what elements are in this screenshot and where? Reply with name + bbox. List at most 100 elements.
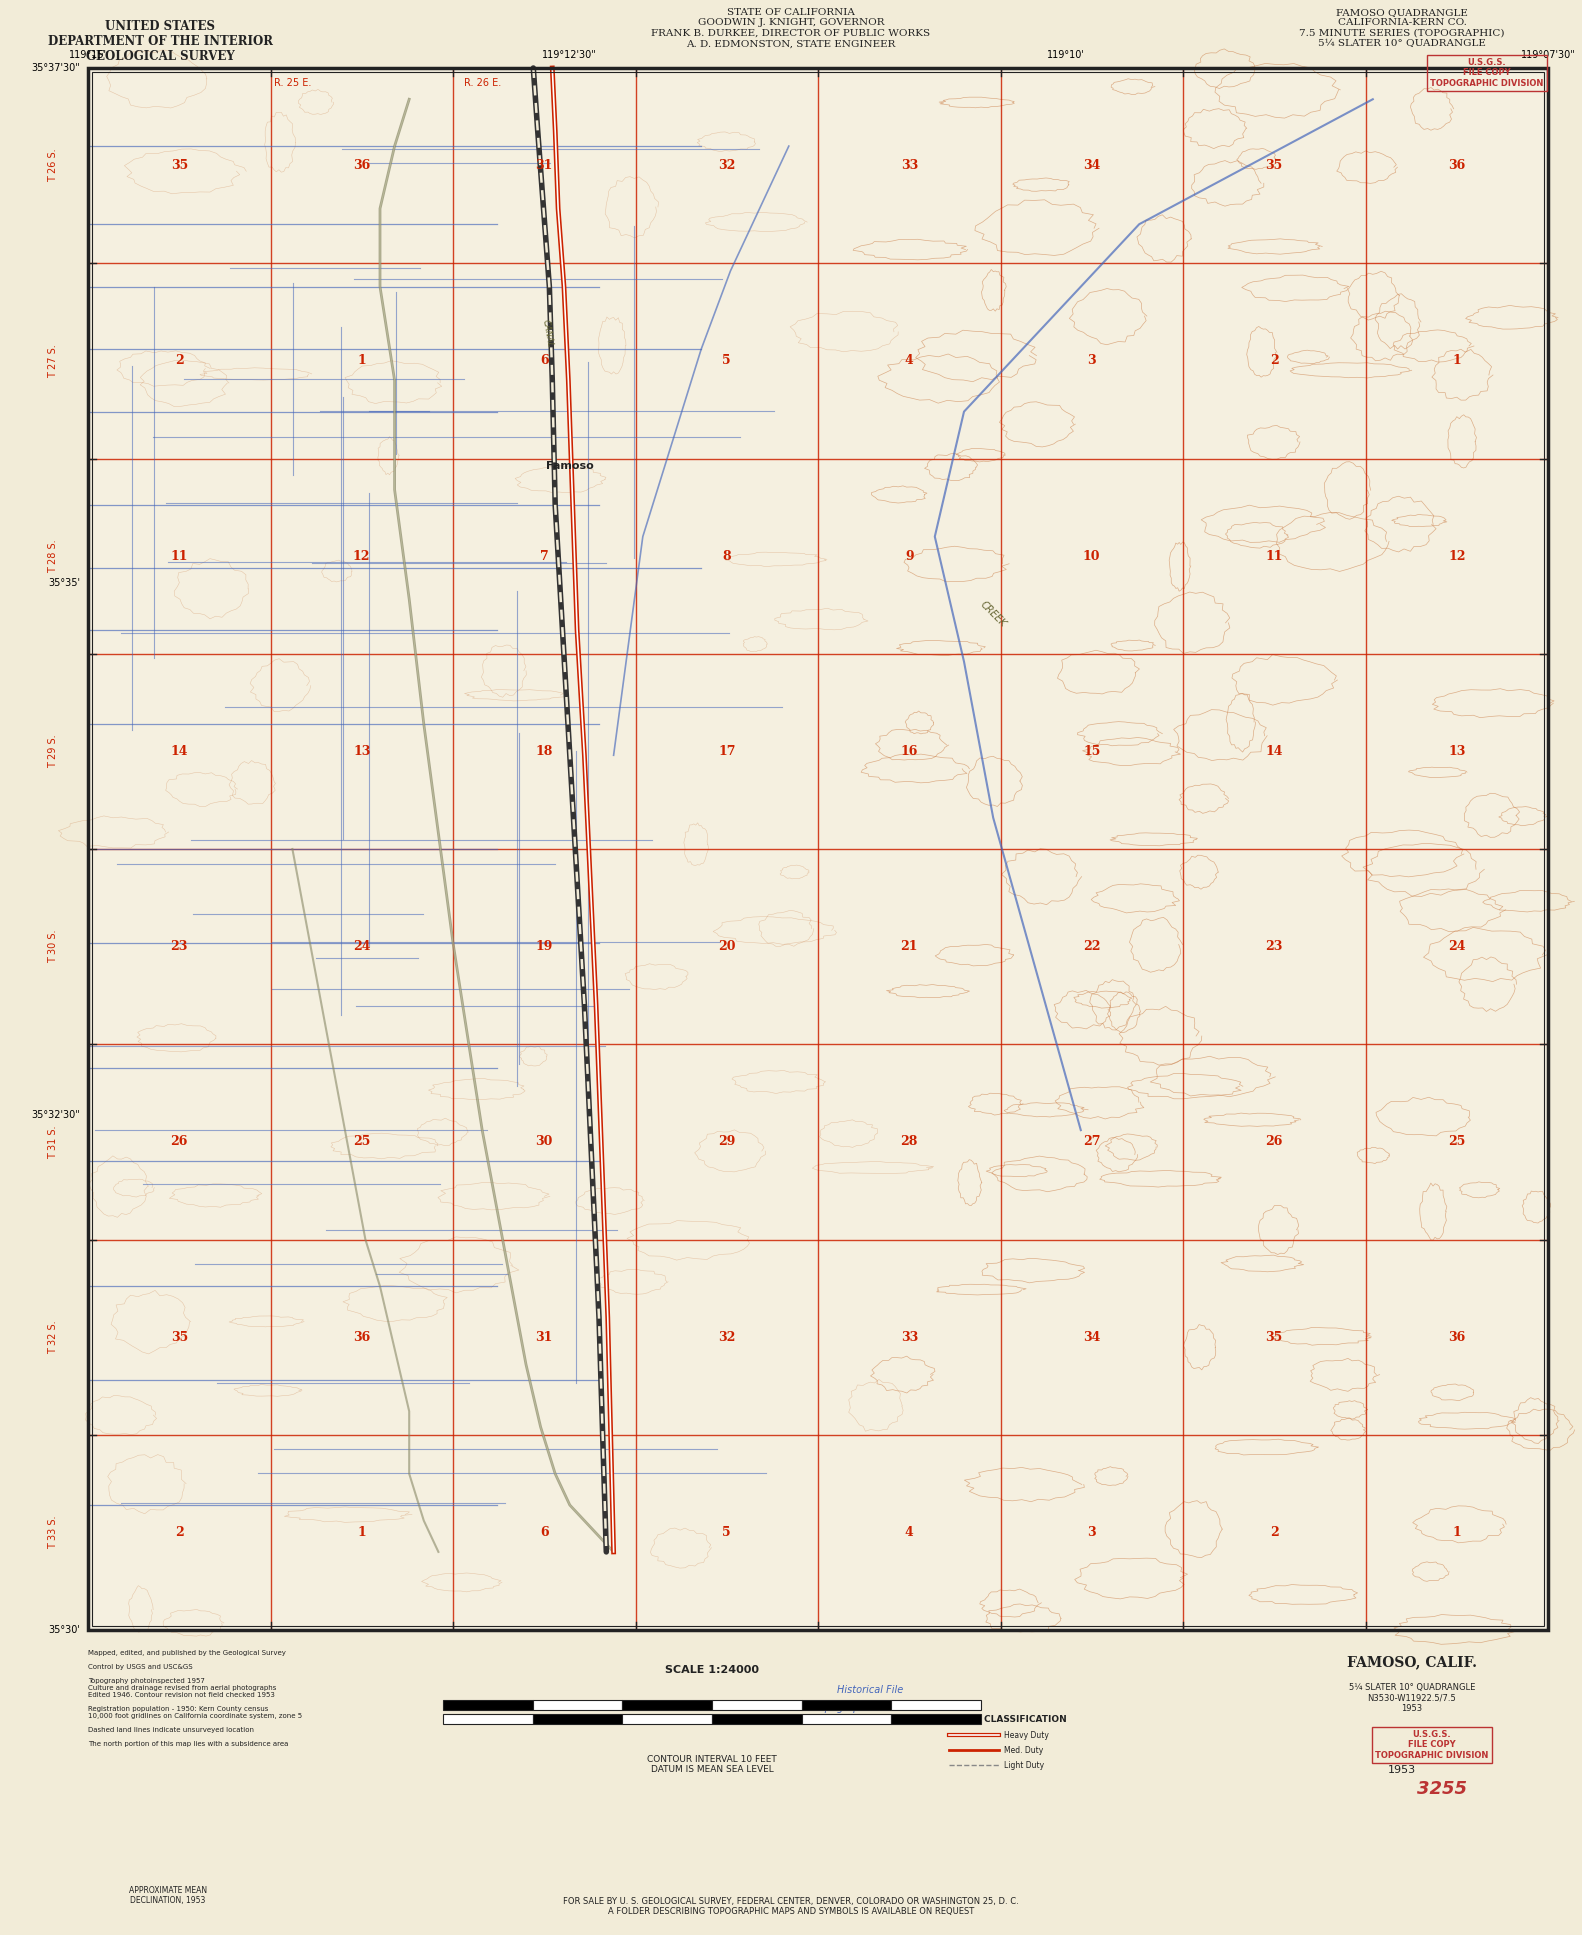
Text: T 31 S.: T 31 S.	[47, 1124, 59, 1159]
Text: 2: 2	[176, 1527, 184, 1538]
Text: APPROXIMATE MEAN
DECLINATION, 1953: APPROXIMATE MEAN DECLINATION, 1953	[130, 1885, 207, 1904]
Text: 24: 24	[1448, 940, 1465, 954]
Text: 25: 25	[1448, 1136, 1465, 1147]
Text: 12: 12	[353, 550, 370, 563]
Text: 35°32'30": 35°32'30"	[32, 1109, 81, 1120]
Text: 22: 22	[1084, 940, 1101, 954]
Text: 32: 32	[718, 1331, 736, 1343]
Bar	[533, 1714, 622, 1724]
Text: U.S.G.S.
FILE COPY
TOPOGRAPHIC DIVISION: U.S.G.S. FILE COPY TOPOGRAPHIC DIVISION	[1375, 1730, 1489, 1759]
Text: 119°10': 119°10'	[1047, 50, 1085, 60]
Text: 5: 5	[723, 354, 731, 368]
Text: Famoso: Famoso	[546, 461, 593, 472]
Text: 14: 14	[1266, 745, 1283, 759]
Bar	[622, 1701, 712, 1711]
Text: 11: 11	[1266, 550, 1283, 563]
Text: 2: 2	[1270, 354, 1278, 368]
Bar	[712, 1714, 802, 1724]
Text: T 28 S.: T 28 S.	[47, 540, 59, 573]
Text: FAMOSO QUADRANGLE
CALIFORNIA-KERN CO.
7.5 MINUTE SERIES (TOPOGRAPHIC)
5¼ SLATER : FAMOSO QUADRANGLE CALIFORNIA-KERN CO. 7.…	[1299, 8, 1504, 48]
Text: 1: 1	[358, 1527, 365, 1538]
Text: T 32 S.: T 32 S.	[47, 1320, 59, 1354]
Text: UNITED STATES
DEPARTMENT OF THE INTERIOR
GEOLOGICAL SURVEY: UNITED STATES DEPARTMENT OF THE INTERIOR…	[47, 19, 272, 64]
Text: Mapped, edited, and published by the Geological Survey

Control by USGS and USC&: Mapped, edited, and published by the Geo…	[89, 1651, 302, 1747]
Text: 12: 12	[1448, 550, 1465, 563]
Text: 31: 31	[536, 159, 554, 172]
Text: CREEK: CREEK	[978, 600, 1008, 629]
Text: 35: 35	[171, 159, 188, 172]
Text: 119°15': 119°15'	[70, 50, 108, 60]
Text: 4: 4	[905, 354, 914, 368]
Text: 34: 34	[1084, 159, 1101, 172]
Text: 9: 9	[905, 550, 913, 563]
Text: 6: 6	[539, 1527, 549, 1538]
Text: 35°30': 35°30'	[47, 1625, 81, 1635]
Bar	[891, 1701, 981, 1711]
Text: 26: 26	[171, 1136, 188, 1147]
Text: 13: 13	[353, 745, 370, 759]
Text: 8: 8	[723, 550, 731, 563]
Bar	[622, 1714, 712, 1724]
Bar	[92, 72, 1544, 1625]
Text: ROAD CLASSIFICATION: ROAD CLASSIFICATION	[952, 1714, 1066, 1724]
Text: 35: 35	[1266, 159, 1283, 172]
Text: 17: 17	[718, 745, 736, 759]
Bar	[443, 1701, 533, 1711]
Text: 30: 30	[536, 1136, 554, 1147]
Text: 11: 11	[171, 550, 188, 563]
Text: 31: 31	[536, 1331, 554, 1343]
Text: 19: 19	[536, 940, 554, 954]
Text: 33: 33	[900, 159, 918, 172]
Bar	[89, 68, 1549, 1629]
Text: 36: 36	[1448, 159, 1465, 172]
Text: CONTOUR INTERVAL 10 FEET
DATUM IS MEAN SEA LEVEL: CONTOUR INTERVAL 10 FEET DATUM IS MEAN S…	[647, 1755, 777, 1774]
Text: 4: 4	[905, 1527, 914, 1538]
Text: 3: 3	[1087, 1527, 1096, 1538]
Text: FOR SALE BY U. S. GEOLOGICAL SURVEY, FEDERAL CENTER, DENVER, COLORADO OR WASHING: FOR SALE BY U. S. GEOLOGICAL SURVEY, FED…	[563, 1896, 1019, 1916]
Text: 3: 3	[1087, 354, 1096, 368]
Text: 35: 35	[1266, 1331, 1283, 1343]
Bar	[891, 1714, 981, 1724]
Bar	[712, 1701, 802, 1711]
Text: 29: 29	[718, 1136, 736, 1147]
Text: 15: 15	[1084, 745, 1101, 759]
Text: 3255: 3255	[1417, 1780, 1467, 1798]
Text: 24: 24	[353, 940, 370, 954]
Text: T 33 S.: T 33 S.	[47, 1515, 59, 1550]
Text: T 30 S.: T 30 S.	[47, 931, 59, 964]
Text: Heavy Duty: Heavy Duty	[1005, 1730, 1049, 1740]
Bar	[533, 1701, 622, 1711]
Text: Light Duty: Light Duty	[1005, 1761, 1044, 1769]
Bar	[89, 68, 1549, 1629]
Text: 14: 14	[171, 745, 188, 759]
Text: Topographic Circulated: Topographic Circulated	[813, 1703, 927, 1712]
Text: R. 25 E.: R. 25 E.	[274, 77, 312, 87]
Text: 33: 33	[900, 1331, 918, 1343]
Text: 35°37'30": 35°37'30"	[32, 64, 81, 74]
Text: CANAL: CANAL	[541, 319, 555, 348]
Text: 21: 21	[900, 940, 918, 954]
Bar	[802, 1701, 891, 1711]
Text: 35: 35	[171, 1331, 188, 1343]
Text: 16: 16	[900, 745, 918, 759]
Text: Med. Duty: Med. Duty	[1005, 1745, 1044, 1755]
Text: T 26 S.: T 26 S.	[47, 149, 59, 182]
Text: 25: 25	[353, 1136, 370, 1147]
Text: 28: 28	[900, 1136, 918, 1147]
Text: STATE OF CALIFORNIA
GOODWIN J. KNIGHT, GOVERNOR
FRANK B. DURKEE, DIRECTOR OF PUB: STATE OF CALIFORNIA GOODWIN J. KNIGHT, G…	[652, 8, 930, 48]
Text: 1953: 1953	[1387, 1765, 1416, 1774]
Text: SCALE 1:24000: SCALE 1:24000	[664, 1664, 759, 1676]
Bar	[443, 1714, 533, 1724]
Text: 36: 36	[353, 159, 370, 172]
Text: 26: 26	[1266, 1136, 1283, 1147]
Text: 5: 5	[723, 1527, 731, 1538]
Text: 20: 20	[718, 940, 736, 954]
Text: 6: 6	[539, 354, 549, 368]
Text: 1: 1	[1452, 354, 1462, 368]
Text: 119°07'30": 119°07'30"	[1520, 50, 1576, 60]
Text: 23: 23	[1266, 940, 1283, 954]
Text: 13: 13	[1448, 745, 1465, 759]
Text: 2: 2	[1270, 1527, 1278, 1538]
Text: R. 26 E.: R. 26 E.	[464, 77, 501, 87]
Bar	[802, 1714, 891, 1724]
